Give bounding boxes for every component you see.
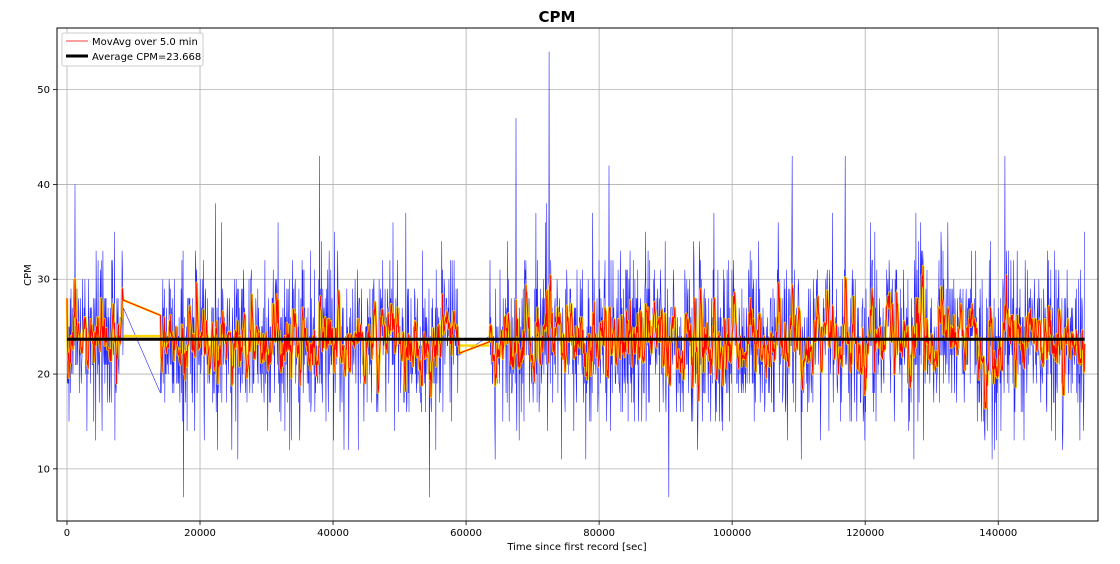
legend-box — [61, 32, 204, 67]
x-axis-label: Time since first record [sec] — [506, 542, 646, 553]
y-axis-label: CPM — [23, 264, 34, 286]
ticks: 0 20000 40000 60000 80000 100000 120000 140000 1… — [37, 85, 1017, 539]
x-tick-label: 140000 — [979, 528, 1017, 539]
legend-label-average: Average CPM=23.668 — [92, 52, 201, 63]
y-tick-label: 10 — [37, 464, 50, 475]
x-tick-label: 20000 — [184, 528, 216, 539]
x-tick-label: 120000 — [846, 528, 884, 539]
legend: MovAvg over 5.0 min Average CPM=23.668 — [61, 32, 204, 67]
movavg-line — [66, 265, 1086, 409]
y-tick-label: 50 — [37, 85, 50, 96]
legend-label-movavg: MovAvg over 5.0 min — [92, 37, 198, 48]
data-layer — [65, 51, 1086, 498]
plot-frame — [56, 27, 1099, 522]
y-tick-label: 40 — [37, 180, 50, 191]
y-tick-label: 20 — [37, 370, 50, 381]
x-tick-label: 60000 — [450, 528, 482, 539]
x-tick-label: 100000 — [713, 528, 751, 539]
x-tick-label: 0 — [64, 528, 70, 539]
x-tick-label: 80000 — [583, 528, 615, 539]
y-tick-label: 30 — [37, 275, 50, 286]
x-tick-label: 40000 — [317, 528, 349, 539]
chart-title: CPM — [539, 8, 576, 26]
